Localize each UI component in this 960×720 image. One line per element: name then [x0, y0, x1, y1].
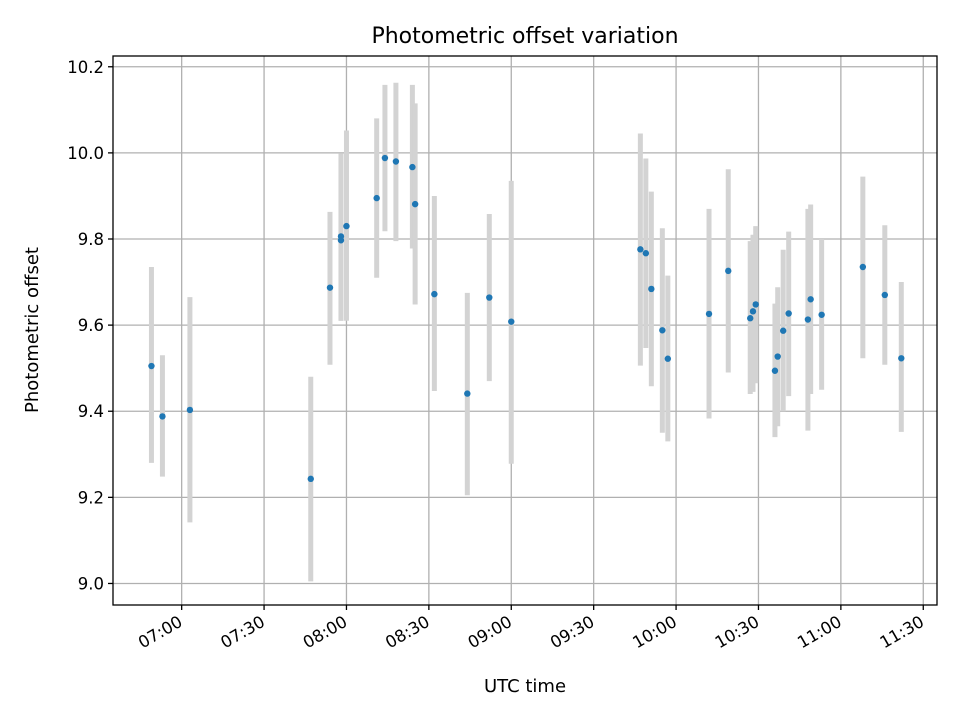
- data-point: [664, 355, 672, 362]
- data-point: [779, 327, 787, 334]
- grid: [113, 56, 937, 605]
- data-point: [774, 353, 781, 360]
- data-point: [464, 390, 471, 397]
- y-tick-label: 9.2: [78, 488, 104, 507]
- data-point: [373, 194, 380, 202]
- x-tick-label: 11:00: [794, 612, 845, 652]
- data-point: [705, 310, 713, 318]
- y-axis-label: Photometric offset: [22, 247, 43, 413]
- data-point: [159, 413, 166, 420]
- data-point: [508, 318, 515, 325]
- y-tick-label: 10.2: [67, 58, 104, 77]
- data-point: [326, 284, 334, 291]
- chart-title: Photometric offset variation: [371, 24, 678, 49]
- data-points: [148, 154, 905, 483]
- x-tick-label: 08:00: [300, 612, 351, 652]
- data-point: [381, 154, 389, 162]
- y-tick-label: 9.0: [78, 574, 104, 593]
- data-point: [898, 355, 905, 362]
- x-tick-label: 09:30: [547, 612, 598, 652]
- data-point: [431, 290, 438, 298]
- x-tick-label: 10:00: [629, 612, 680, 652]
- data-point: [749, 308, 757, 315]
- data-point: [648, 285, 655, 293]
- x-tick-label: 07:30: [217, 612, 268, 652]
- data-point: [752, 301, 759, 308]
- data-point: [307, 475, 314, 483]
- data-point: [807, 296, 814, 303]
- data-point: [392, 158, 400, 165]
- data-point: [659, 327, 666, 334]
- x-axis-label: UTC time: [484, 676, 566, 697]
- y-tick-label: 9.4: [78, 402, 104, 421]
- y-tick-label: 9.6: [78, 316, 104, 335]
- x-tick-label: 11:30: [877, 612, 928, 652]
- data-point: [725, 267, 732, 275]
- data-point: [411, 200, 419, 208]
- x-tick-label: 10:30: [712, 612, 763, 652]
- data-point: [337, 237, 345, 244]
- data-point: [771, 367, 779, 374]
- data-point: [148, 362, 155, 370]
- data-point: [859, 263, 867, 271]
- x-tick-label: 07:00: [135, 612, 186, 652]
- y-tick-label: 10.0: [67, 144, 104, 163]
- y-tick-label: 9.8: [78, 230, 104, 249]
- data-point: [343, 222, 350, 230]
- data-point: [637, 246, 644, 253]
- y-axis: 9.0 9.2 9.4 9.6 9.8 10.0 10.2: [67, 58, 113, 593]
- data-point: [486, 294, 493, 301]
- data-point: [881, 291, 889, 299]
- data-point: [409, 163, 416, 171]
- x-tick-label: 09:00: [465, 612, 516, 652]
- data-point: [785, 310, 792, 317]
- plot-frame: [112, 55, 938, 606]
- x-tick-label: 08:30: [382, 612, 433, 652]
- data-point: [804, 316, 812, 323]
- data-point: [747, 315, 754, 322]
- data-point: [642, 250, 650, 257]
- data-point: [818, 311, 825, 318]
- data-point: [186, 406, 194, 414]
- x-axis: 07:00 07:30 08:00 08:30 09:00 09:30 10:00 10:30…: [135, 605, 927, 652]
